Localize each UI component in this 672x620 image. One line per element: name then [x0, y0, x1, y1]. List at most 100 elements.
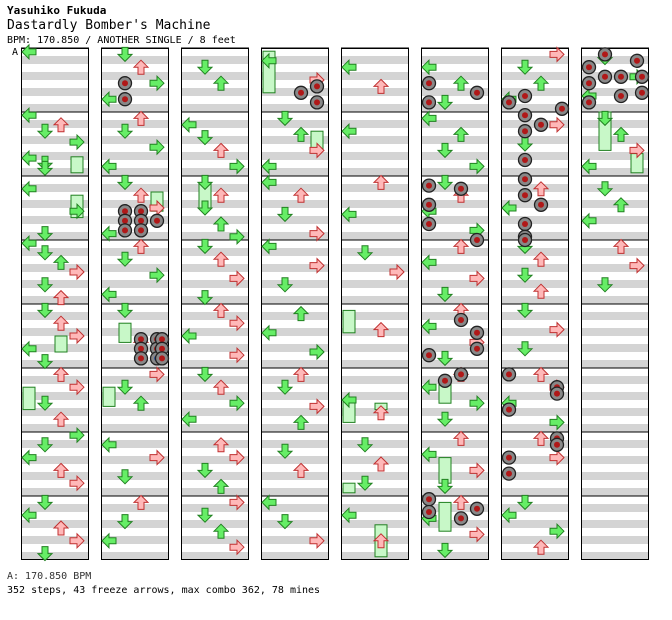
- step-arrow: [196, 238, 214, 255]
- step-arrow: [212, 379, 230, 395]
- mine-core: [159, 345, 165, 352]
- step-arrow: [309, 225, 325, 242]
- step-arrow: [421, 378, 437, 396]
- step-arrow: [149, 266, 165, 284]
- mine-core: [602, 73, 608, 80]
- mine-core: [506, 371, 512, 378]
- step-arrow: [181, 327, 197, 345]
- step-arrow: [469, 270, 485, 287]
- step-arrow: [372, 533, 390, 549]
- mine-core: [522, 221, 528, 227]
- song-artist: Yasuhiko Fukuda: [7, 4, 107, 17]
- step-arrow: [212, 478, 230, 494]
- step-arrow: [101, 158, 117, 175]
- chart-column: [181, 47, 249, 560]
- chart-column: [261, 47, 329, 560]
- mine-core: [138, 208, 144, 215]
- mine-core: [639, 89, 645, 96]
- step-arrow: [452, 430, 470, 446]
- step-arrow: [69, 426, 85, 444]
- step-arrow: [229, 494, 245, 511]
- mine-core: [618, 73, 624, 80]
- step-arrow: [341, 122, 357, 140]
- step-arrow: [212, 187, 230, 203]
- step-arrow: [196, 59, 214, 75]
- step-arrow: [212, 523, 230, 539]
- step-arrow: [101, 90, 117, 108]
- step-arrow: [229, 394, 245, 412]
- step-arrow: [149, 366, 165, 383]
- step-arrow: [436, 411, 454, 427]
- step-arrow: [116, 123, 134, 139]
- mine-core: [122, 80, 128, 87]
- chart-stats: 352 steps, 43 freeze arrows, max combo 3…: [7, 585, 321, 596]
- mine-core: [122, 208, 128, 215]
- step-arrow: [421, 318, 437, 335]
- step-arrow: [229, 538, 245, 556]
- step-arrow: [261, 494, 277, 511]
- mine-core: [159, 355, 165, 362]
- mine-core: [298, 89, 304, 96]
- freeze-arrow: [102, 386, 116, 407]
- step-arrow: [261, 324, 277, 342]
- step-arrow: [116, 469, 134, 485]
- mine-core: [586, 99, 592, 106]
- step-arrow: [596, 277, 614, 293]
- mine-core: [474, 505, 480, 512]
- step-arrow: [36, 395, 54, 411]
- step-arrow: [436, 142, 454, 159]
- chart-column: [421, 47, 489, 560]
- step-arrow: [292, 187, 310, 203]
- step-arrow: [372, 456, 390, 472]
- step-arrow: [149, 449, 165, 466]
- step-arrow: [36, 302, 54, 319]
- step-arrow: [629, 142, 645, 159]
- mine-core: [426, 182, 432, 189]
- step-arrow: [549, 522, 565, 540]
- step-arrow: [69, 327, 85, 345]
- step-chart: [21, 43, 650, 562]
- step-arrow: [132, 110, 150, 126]
- step-arrow: [36, 226, 54, 242]
- step-arrow: [516, 302, 534, 319]
- step-arrow: [372, 405, 390, 421]
- step-arrow: [581, 158, 597, 175]
- step-arrow: [69, 133, 85, 151]
- step-arrow: [52, 462, 70, 478]
- step-arrow: [612, 197, 630, 213]
- step-arrow: [421, 110, 437, 127]
- step-arrow: [612, 238, 630, 254]
- step-arrow: [309, 398, 325, 415]
- step-arrow: [452, 238, 470, 254]
- step-arrow: [436, 350, 454, 367]
- step-arrow: [52, 411, 70, 427]
- chart-column: [101, 46, 170, 560]
- step-arrow: [276, 443, 294, 459]
- mine-core: [458, 371, 464, 378]
- freeze-arrow: [438, 501, 452, 532]
- step-arrow: [261, 158, 277, 175]
- mine-core: [458, 185, 464, 192]
- step-arrow: [292, 366, 310, 382]
- step-arrow: [309, 257, 325, 274]
- mine-core: [586, 64, 592, 71]
- step-arrow: [212, 251, 230, 267]
- step-arrow: [132, 395, 150, 411]
- step-arrow: [52, 366, 70, 382]
- mine-core: [426, 221, 432, 227]
- bpm-footer: A: 170.850 BPM: [7, 571, 92, 582]
- step-arrow: [116, 302, 134, 319]
- step-arrow: [549, 414, 565, 431]
- step-arrow: [116, 379, 134, 395]
- mine-core: [554, 441, 560, 448]
- step-arrow: [36, 277, 54, 293]
- column-frame: [581, 48, 649, 560]
- freeze-arrow: [54, 335, 68, 353]
- step-arrow: [436, 94, 454, 111]
- step-arrow: [276, 110, 294, 127]
- mine-core: [602, 51, 608, 58]
- mine-core: [458, 515, 464, 522]
- mine-core: [426, 80, 432, 87]
- step-arrow: [181, 116, 197, 134]
- mine-core: [159, 336, 165, 343]
